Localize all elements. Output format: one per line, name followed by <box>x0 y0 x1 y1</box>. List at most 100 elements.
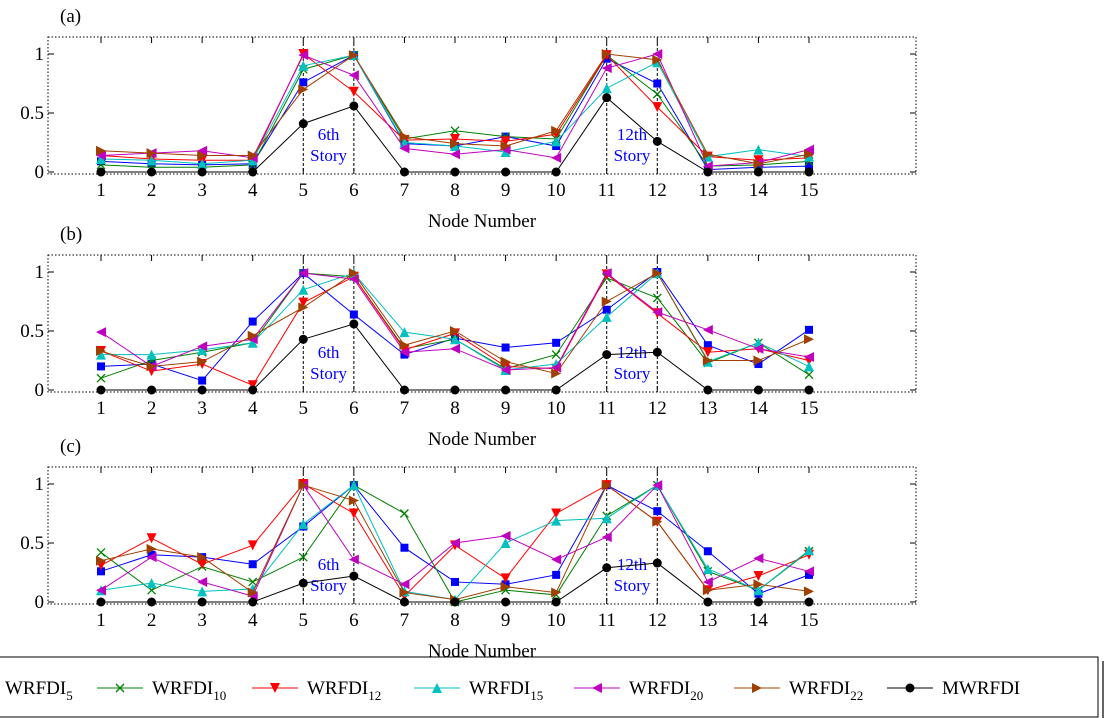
story-annotation: 12th <box>617 555 648 574</box>
data-point <box>601 513 612 524</box>
data-point <box>96 154 106 165</box>
data-point <box>96 373 106 383</box>
x-tick-label: 10 <box>547 398 566 419</box>
x-tick-label: 14 <box>749 398 769 419</box>
data-point <box>501 343 510 352</box>
data-point <box>703 341 712 350</box>
data-point <box>805 162 813 171</box>
data-point <box>551 152 562 163</box>
data-point <box>147 167 157 177</box>
data-point-stroke-b <box>248 577 258 587</box>
legend-marker <box>905 683 915 693</box>
data-point <box>349 310 358 319</box>
x-tick-label: 5 <box>299 398 309 419</box>
y-tick-label: 0.5 <box>20 321 44 342</box>
x-tick-label: 8 <box>450 180 460 201</box>
legend-item-0: WRFDI5 <box>5 678 73 703</box>
data-point <box>348 268 359 279</box>
data-point <box>805 325 813 334</box>
data-point <box>753 167 763 177</box>
data-point <box>146 578 157 589</box>
data-point <box>399 587 410 598</box>
data-point <box>96 349 106 360</box>
x-axis-label: Node Number <box>428 211 537 232</box>
data-point <box>602 350 612 360</box>
data-point <box>601 83 612 94</box>
data-point <box>96 346 106 357</box>
data-point <box>602 93 612 103</box>
data-point <box>652 54 663 65</box>
story-annotation: Story <box>614 576 651 595</box>
data-point <box>298 268 309 279</box>
data-point-stroke-b <box>96 373 106 383</box>
data-point <box>551 587 562 598</box>
y-tick-label: 1 <box>35 474 45 495</box>
data-point <box>753 553 764 564</box>
data-point <box>804 385 814 395</box>
data-point <box>702 149 713 160</box>
data-point <box>500 581 511 592</box>
x-tick-label: 9 <box>501 398 511 419</box>
data-point <box>804 351 814 362</box>
legend-label: WRFDI15 <box>469 678 543 703</box>
data-point-stroke-b <box>652 293 662 303</box>
data-point <box>400 543 409 552</box>
data-point <box>399 509 409 518</box>
panel-label: (b) <box>60 224 82 245</box>
x-tick-label: 15 <box>800 398 819 419</box>
data-point <box>601 296 612 307</box>
data-point <box>348 70 359 81</box>
y-tick-label: 1 <box>35 262 45 283</box>
data-point <box>247 587 258 598</box>
data-point <box>551 167 561 177</box>
story-annotation: Story <box>310 576 347 595</box>
data-point <box>500 364 511 375</box>
data-point <box>197 597 207 607</box>
data-point <box>652 307 663 318</box>
data-point <box>197 341 208 352</box>
y-tick-label: 0.5 <box>20 103 44 124</box>
data-point <box>247 337 258 348</box>
data-point <box>500 136 511 147</box>
data-point <box>147 385 157 395</box>
data-point <box>348 480 359 491</box>
y-tick-label: 0 <box>35 380 45 401</box>
data-point <box>652 558 662 568</box>
data-point <box>601 532 612 543</box>
legend-label-base: WRFDI <box>789 678 850 699</box>
data-point <box>500 141 511 152</box>
data-point <box>500 356 511 367</box>
series-line <box>100 272 810 379</box>
legend-label: WRFDI10 <box>152 678 226 703</box>
plot-frame <box>47 254 917 393</box>
data-point <box>653 79 662 88</box>
story-annotation: Story <box>614 146 651 165</box>
data-point <box>451 577 459 586</box>
x-tick-label: 6 <box>349 398 359 419</box>
data-point <box>298 519 309 530</box>
data-point <box>348 495 359 506</box>
data-point <box>601 49 612 59</box>
x-tick-label: 13 <box>698 610 717 631</box>
x-tick-label: 6 <box>349 180 359 201</box>
data-point <box>804 597 814 607</box>
data-point <box>97 362 105 371</box>
data-point-stroke-b <box>551 350 561 360</box>
y-tick-label: 0 <box>35 592 45 613</box>
y-tick-label: 1 <box>35 44 45 65</box>
data-point <box>96 555 106 566</box>
data-point <box>753 343 764 354</box>
series-line <box>100 271 810 382</box>
data-point <box>197 158 208 169</box>
legend-item-2: WRFDI12 <box>252 678 381 703</box>
series-MWRFDI <box>96 93 814 177</box>
x-tick-label: 7 <box>400 610 410 631</box>
data-point <box>805 570 813 579</box>
data-point <box>804 361 814 372</box>
data-point <box>299 78 308 87</box>
data-point <box>652 136 662 146</box>
data-point-stroke-b <box>450 126 460 136</box>
data-point <box>652 480 663 491</box>
legend-label-base: WRFDI <box>307 678 368 699</box>
